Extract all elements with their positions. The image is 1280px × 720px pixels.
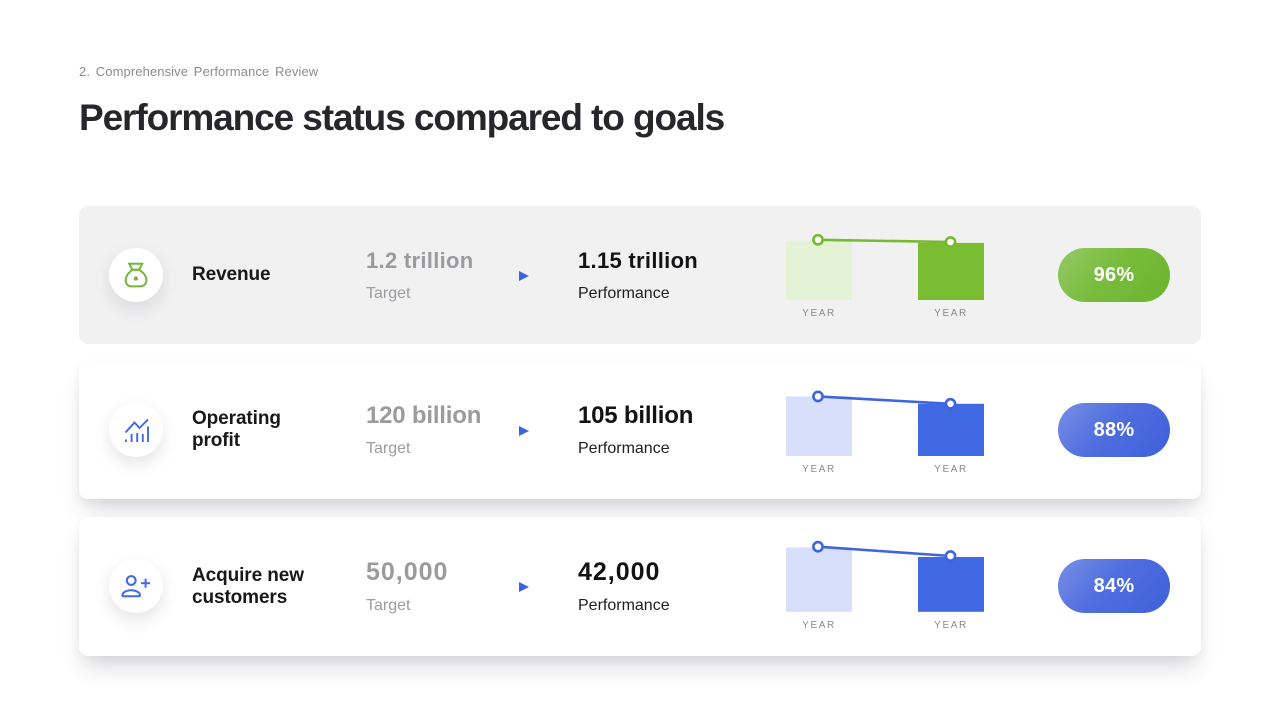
svg-text:YEAR: YEAR (802, 308, 836, 319)
svg-text:YEAR: YEAR (934, 620, 968, 631)
svg-text:YEAR: YEAR (802, 620, 836, 631)
svg-text:YEAR: YEAR (934, 308, 968, 319)
svg-text:YEAR: YEAR (802, 464, 836, 475)
svg-text:YEAR: YEAR (934, 464, 968, 475)
